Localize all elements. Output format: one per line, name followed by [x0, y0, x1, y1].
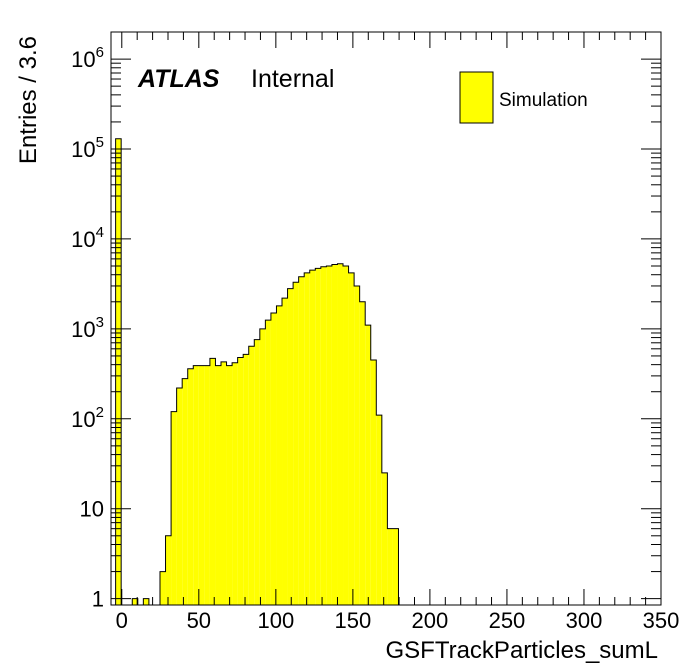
histogram-bar — [387, 528, 393, 605]
x-tick-label: 0 — [116, 608, 128, 633]
histogram-bar — [232, 362, 238, 605]
legend-swatch-simulation — [459, 71, 494, 124]
x-tick-label: 150 — [335, 608, 372, 633]
histogram-bar — [343, 266, 349, 605]
y-axis-tick-labels: 1 10 102 103 104 105 106 — [71, 44, 104, 612]
histogram-bar — [320, 266, 327, 605]
x-tick-label: 100 — [257, 608, 294, 633]
histogram-bar — [315, 268, 321, 605]
x-tick-label: 50 — [187, 608, 211, 633]
histogram-bar — [165, 535, 172, 605]
histogram-bar — [359, 301, 366, 605]
atlas-label-internal: Internal — [251, 65, 334, 93]
histogram-bar — [215, 365, 221, 605]
histogram-bar — [309, 270, 316, 605]
histogram-outline — [115, 138, 405, 606]
histogram-bar — [159, 571, 166, 605]
histogram-bar — [293, 282, 299, 605]
histogram-bar — [171, 411, 177, 605]
x-tick-label: 200 — [412, 608, 449, 633]
y-axis-title: Entries / 3.6 — [15, 36, 42, 164]
histogram-bar — [287, 288, 294, 605]
histogram-bar — [337, 263, 344, 605]
histogram-bar — [254, 339, 260, 605]
histogram-bar — [265, 320, 271, 605]
y-tick-label: 1 — [92, 587, 104, 612]
histogram-bar — [237, 357, 244, 605]
histogram-bar — [348, 272, 355, 605]
histogram-bar — [187, 368, 194, 605]
histogram-bar — [209, 358, 216, 605]
x-tick-label: 350 — [643, 608, 680, 633]
atlas-label: ATLAS Internal — [137, 65, 334, 93]
histogram-bar — [198, 365, 205, 605]
histogram-bar — [193, 365, 199, 605]
histogram-bar — [282, 298, 288, 605]
histogram-bar — [354, 285, 360, 605]
y-tick-label: 104 — [71, 224, 104, 252]
histogram-bar — [248, 346, 255, 605]
histogram-bar — [298, 276, 305, 605]
x-axis-tick-labels: 0 50 100 150 200 250 300 350 — [116, 608, 680, 633]
y-tick-label: 10 — [80, 497, 104, 522]
histogram-bar — [276, 305, 283, 605]
x-tick-label: 250 — [489, 608, 526, 633]
legend: Simulation — [459, 71, 588, 124]
atlas-label-bold: ATLAS — [137, 65, 220, 93]
histogram-bar — [381, 472, 388, 605]
x-axis-ticks — [121, 32, 662, 605]
histogram-bar — [176, 387, 183, 605]
histogram-bar — [365, 325, 371, 605]
y-tick-label: 103 — [71, 314, 104, 342]
y-tick-label: 102 — [71, 404, 104, 432]
y-tick-label: 106 — [71, 44, 104, 72]
histogram-bar — [326, 266, 332, 605]
histogram-bar — [376, 415, 382, 605]
histogram-bars — [115, 138, 399, 606]
histogram-bar — [143, 598, 149, 605]
legend-label-simulation: Simulation — [499, 90, 588, 111]
histogram-bar — [304, 272, 310, 605]
y-tick-label: 105 — [71, 134, 104, 162]
histogram-bar — [204, 365, 210, 605]
x-tick-label: 300 — [566, 608, 603, 633]
plot-frame — [110, 31, 662, 606]
histogram-bar — [331, 264, 338, 605]
histogram-bar — [259, 328, 266, 605]
histogram-bar — [221, 361, 227, 605]
histogram-bar — [115, 138, 122, 606]
histogram-bar — [132, 598, 138, 605]
x-axis-title: GSFTrackParticles_sumL — [385, 637, 658, 664]
y-axis-ticks — [111, 31, 661, 600]
histogram-bar — [370, 360, 377, 605]
histogram-bar — [270, 313, 277, 605]
histogram-bar — [392, 528, 399, 605]
histogram-bar — [182, 378, 188, 605]
histogram-bar — [226, 365, 233, 605]
histogram-bar — [243, 354, 249, 605]
